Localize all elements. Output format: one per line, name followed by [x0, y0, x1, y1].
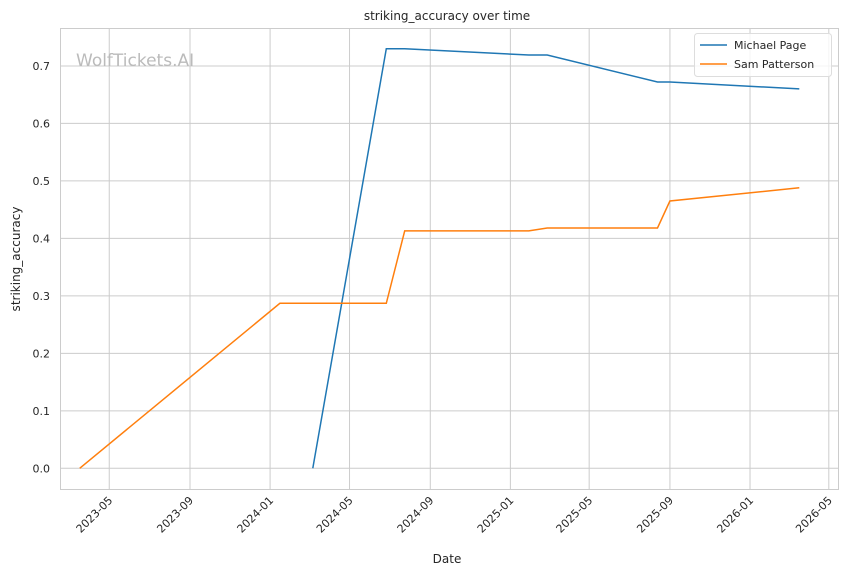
x-tick-label: 2023-05: [74, 494, 116, 536]
watermark: WolfTickets.AI: [76, 51, 194, 71]
legend-label-michael-page: Michael Page: [734, 39, 806, 52]
x-tick-label: 2026-05: [793, 494, 835, 536]
x-tick-label: 2025-09: [634, 494, 676, 536]
series-line-sam-patterson: [79, 187, 800, 469]
x-tick-label: 2024-01: [235, 494, 277, 536]
y-tick-label: 0.6: [33, 117, 51, 130]
legend: Michael Page Sam Patterson: [694, 33, 832, 77]
tick-labels: 0.0 0.1 0.2 0.3 0.4 0.5 0.6 0.7 2023-05 2023-09 20…: [33, 60, 835, 536]
x-tick-label: 2024-09: [395, 494, 437, 536]
y-tick-label: 0.0: [33, 462, 51, 475]
series-line-michael-page: [312, 47, 800, 469]
x-tick-label: 2024-05: [314, 494, 356, 536]
y-tick-label: 0.7: [33, 60, 51, 73]
y-tick-label: 0.4: [33, 232, 51, 245]
legend-label-sam-patterson: Sam Patterson: [734, 58, 814, 71]
y-axis-label: striking_accuracy: [9, 207, 23, 312]
y-tick-label: 0.2: [33, 347, 51, 360]
x-tick-label: 2025-05: [554, 494, 596, 536]
y-tick-label: 0.3: [33, 290, 51, 303]
x-tick-label: 2026-01: [714, 494, 756, 536]
y-tick-label: 0.5: [33, 175, 51, 188]
x-tick-label: 2025-01: [475, 494, 517, 536]
y-tick-label: 0.1: [33, 405, 51, 418]
x-axis-label: Date: [433, 552, 462, 566]
series-lines: [79, 47, 800, 469]
plot-frame: [60, 28, 839, 490]
chart-title: striking_accuracy over time: [364, 9, 530, 23]
x-tick-label: 2023-09: [154, 494, 196, 536]
grid: [60, 28, 838, 489]
